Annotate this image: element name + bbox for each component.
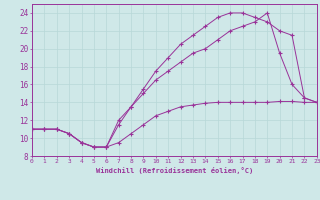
X-axis label: Windchill (Refroidissement éolien,°C): Windchill (Refroidissement éolien,°C) <box>96 167 253 174</box>
